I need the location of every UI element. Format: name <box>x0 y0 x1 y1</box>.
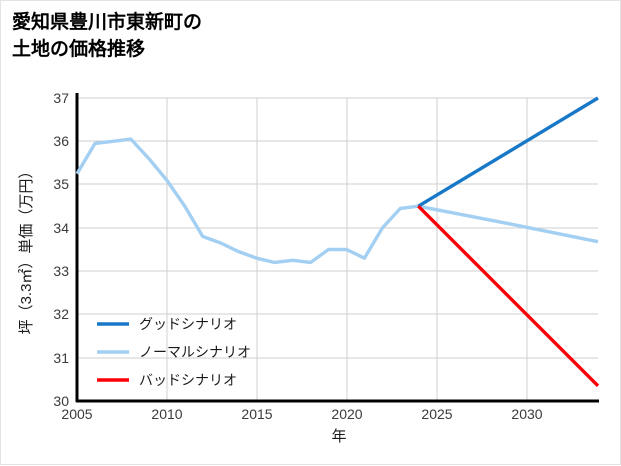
y-tick-32: 32 <box>53 306 69 322</box>
series-line-normal <box>75 137 599 265</box>
y-tick-36: 36 <box>53 133 69 149</box>
x-axis-title: 年 <box>331 428 346 445</box>
y-tick-labels: 30 31 32 33 34 35 36 37 <box>53 90 69 409</box>
x-tick-2010: 2010 <box>151 406 182 422</box>
x-tick-2015: 2015 <box>241 406 272 422</box>
legend-label-normal: ノーマルシナリオ <box>139 344 251 360</box>
series-line-bad <box>417 205 600 388</box>
y-tick-31: 31 <box>53 350 69 366</box>
y-tick-34: 34 <box>53 220 69 236</box>
legend-label-good: グッドシナリオ <box>139 316 237 332</box>
x-tick-2005: 2005 <box>61 406 92 422</box>
legend-label-bad: バッドシナリオ <box>139 372 237 388</box>
chart-title: 愛知県豊川市東新町の 土地の価格推移 <box>12 12 203 60</box>
y-tick-37: 37 <box>53 90 69 106</box>
y-tick-30: 30 <box>53 393 69 409</box>
chart-legend: グッドシナリオ ノーマルシナリオ バッドシナリオ <box>97 316 251 388</box>
y-tick-35: 35 <box>53 176 69 192</box>
y-tick-33: 33 <box>53 263 69 279</box>
series-group <box>75 96 600 388</box>
x-tick-2020: 2020 <box>331 406 362 422</box>
x-tick-labels: 2005 2010 2015 2020 2025 2030 <box>61 406 542 422</box>
x-tick-2025: 2025 <box>421 406 452 422</box>
y-axis-title: 坪（3.3㎡）単価（万円） <box>18 164 35 335</box>
x-tick-2030: 2030 <box>511 406 542 422</box>
series-line-good <box>417 96 599 208</box>
y-gridlines <box>77 97 598 359</box>
